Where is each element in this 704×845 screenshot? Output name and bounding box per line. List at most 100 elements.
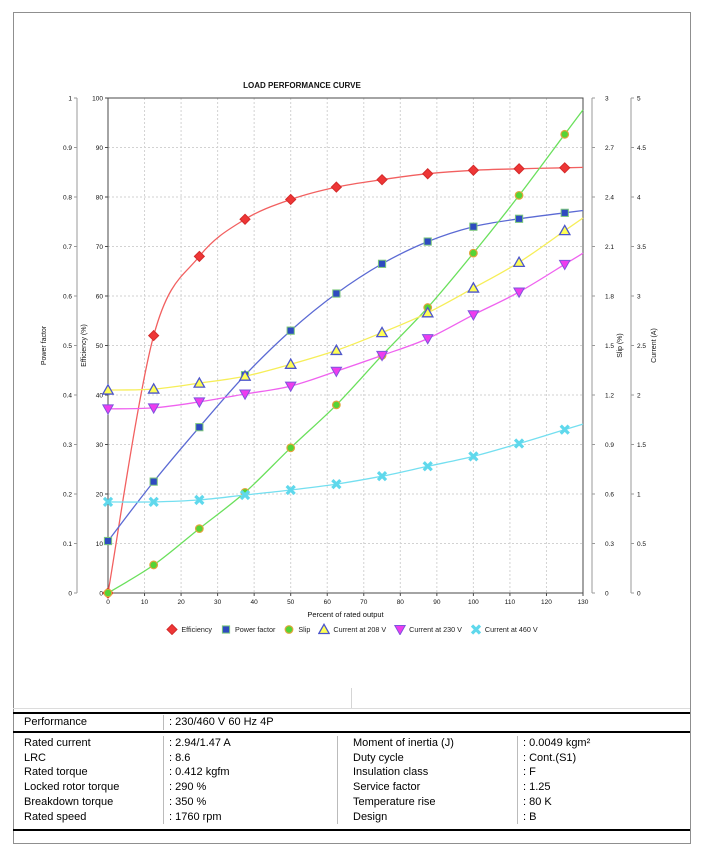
svg-text:50: 50: [96, 343, 104, 350]
spec-value: : 0.0049 kgm²: [523, 737, 591, 749]
svg-text:3: 3: [637, 293, 641, 300]
series-slip: [103, 109, 584, 598]
svg-text:110: 110: [505, 599, 516, 606]
spec-header-row: Performance : 230/460 V 60 Hz 4P: [13, 712, 690, 733]
spec-value: : 80 K: [523, 795, 552, 808]
chart-grid: [108, 98, 583, 593]
spec-label: Temperature rise: [353, 795, 436, 808]
spec-values: : 2.94/1.47 A : 8.6 : 0.412 kgfm : 290 %…: [164, 736, 337, 824]
spec-label: Locked rotor torque: [24, 781, 120, 794]
spec-label: Performance: [13, 715, 164, 730]
svg-text:100: 100: [468, 599, 479, 606]
svg-text:40: 40: [96, 392, 104, 399]
spec-label: Design: [353, 810, 388, 823]
svg-text:2.5: 2.5: [637, 343, 646, 350]
svg-text:2: 2: [637, 392, 641, 399]
svg-text:0: 0: [99, 590, 103, 597]
svg-text:5: 5: [637, 95, 641, 102]
svg-text:30: 30: [214, 599, 222, 606]
svg-text:2.1: 2.1: [605, 244, 614, 251]
legend-label: Current at 460 V: [484, 624, 538, 634]
svg-text:60: 60: [96, 293, 104, 300]
svg-text:1: 1: [68, 95, 72, 102]
spec-value: : 290 %: [169, 781, 207, 794]
legend-label: Efficiency: [181, 624, 213, 634]
svg-text:0: 0: [106, 599, 110, 606]
spec-value: : F: [523, 766, 536, 779]
spec-label: Rated torque: [24, 766, 88, 779]
svg-text:0.5: 0.5: [637, 541, 646, 548]
spec-label: Moment of inertia (J): [353, 737, 454, 749]
svg-text:100: 100: [92, 95, 103, 102]
svg-text:70: 70: [360, 599, 368, 606]
power-factor-marker-icon: [221, 625, 231, 634]
svg-text:50: 50: [287, 599, 295, 606]
svg-text:0.5: 0.5: [63, 343, 72, 350]
spec-left-column: Rated current LRC Rated torque Locked ro…: [13, 736, 338, 825]
series-current-at-230-v: [101, 252, 584, 416]
svg-text:40: 40: [251, 599, 259, 606]
spec-right-column: Moment of inertia (J) Duty cycle Insulat…: [338, 736, 690, 825]
current-axis-title: Current (A): [651, 328, 658, 363]
svg-text:1.8: 1.8: [605, 293, 614, 300]
svg-text:4: 4: [637, 194, 641, 201]
column-divider-hairline: [351, 688, 352, 708]
spec-label: Rated current: [24, 737, 91, 749]
svg-text:10: 10: [141, 599, 149, 606]
svg-text:3: 3: [605, 95, 609, 102]
svg-text:0.6: 0.6: [63, 293, 72, 300]
svg-text:2.4: 2.4: [605, 194, 614, 201]
spec-label: LRC: [24, 751, 47, 764]
current-208-marker-icon: [318, 623, 331, 635]
chart-title: LOAD PERFORMANCE CURVE: [243, 81, 361, 90]
svg-text:0.6: 0.6: [605, 491, 614, 498]
svg-text:80: 80: [96, 194, 104, 201]
legend-item-current-230: Current at 230 V: [394, 623, 462, 635]
svg-text:60: 60: [324, 599, 332, 606]
table-top-hairline: [13, 708, 690, 709]
spec-label: Rated speed: [24, 810, 87, 823]
svg-text:90: 90: [433, 599, 441, 606]
current-230-marker-icon: [394, 625, 407, 635]
spec-value: : 0.412 kgfm: [169, 766, 230, 779]
spec-label: Breakdown torque: [24, 795, 114, 808]
efficiency-marker-icon: [166, 623, 179, 635]
spec-label: Service factor: [353, 781, 421, 794]
svg-text:80: 80: [397, 599, 405, 606]
svg-text:30: 30: [96, 442, 104, 449]
svg-text:130: 130: [578, 599, 589, 606]
legend-item-efficiency: Efficiency: [166, 623, 212, 635]
series-efficiency: [102, 162, 584, 599]
spec-value: : 350 %: [169, 795, 207, 808]
spec-value: : B: [523, 810, 537, 823]
spec-body: Rated current LRC Rated torque Locked ro…: [13, 733, 690, 832]
spec-labels: Rated current LRC Rated torque Locked ro…: [13, 736, 164, 825]
svg-text:20: 20: [177, 599, 185, 606]
legend-label: Slip: [298, 624, 311, 634]
svg-text:0: 0: [68, 590, 72, 597]
svg-text:1.2: 1.2: [605, 392, 614, 399]
spec-label: Insulation class: [353, 766, 429, 779]
slip-axis-title: Slip (%): [617, 333, 624, 358]
x-axis-title: Percent of rated output: [307, 610, 384, 619]
svg-text:4.5: 4.5: [637, 145, 646, 152]
spec-table: Performance : 230/460 V 60 Hz 4P Rated c…: [13, 712, 690, 832]
spec-value: : 8.6: [169, 751, 191, 764]
power-factor-axis-title: Power factor: [41, 325, 48, 365]
svg-text:0.3: 0.3: [63, 442, 72, 449]
svg-text:0.8: 0.8: [63, 194, 72, 201]
series-current-at-208-v: [101, 217, 584, 395]
svg-text:0.4: 0.4: [63, 392, 72, 399]
svg-text:70: 70: [96, 244, 104, 251]
efficiency-axis-title: Efficiency (%): [81, 324, 88, 367]
svg-text:2.7: 2.7: [605, 145, 614, 152]
legend-label: Current at 230 V: [409, 624, 462, 634]
legend-label: Current at 208 V: [333, 624, 387, 634]
load-performance-chart: 0 10 20 30 40 50 60 70 80 90 100 110 120 130010203040…: [41, 81, 658, 619]
svg-text:1.5: 1.5: [637, 442, 646, 449]
spec-values: : 0.0049 kgm² : Cont.(S1) : F : 1.25 : 8…: [518, 736, 685, 824]
spec-value: : 230/460 V 60 Hz 4P: [169, 716, 274, 729]
chart-axes: 0 10 20 30 40 50 60 70 80 90 100 110 120 130010203040…: [63, 95, 646, 606]
svg-text:0.1: 0.1: [63, 541, 72, 548]
